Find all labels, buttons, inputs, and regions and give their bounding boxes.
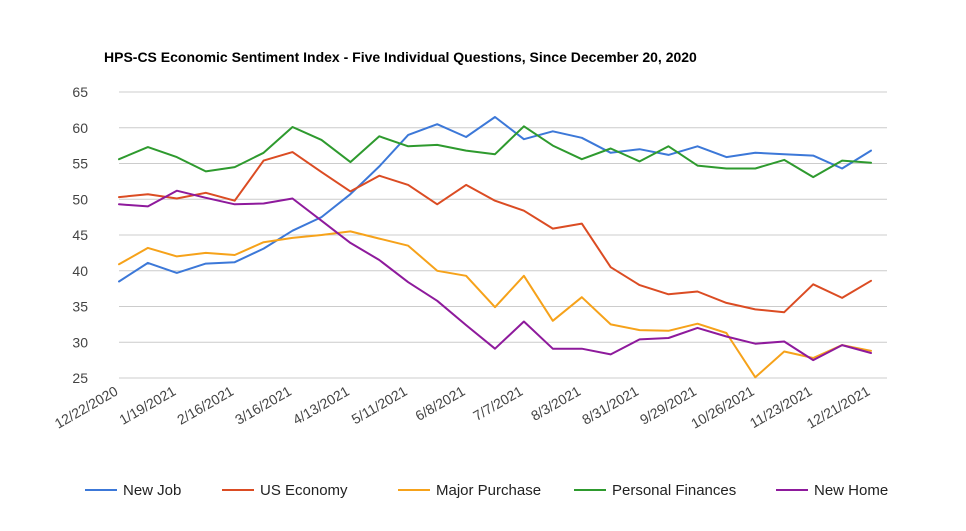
x-tick-label: 11/23/2021 [747, 383, 815, 431]
y-tick-label: 50 [72, 191, 88, 207]
series-lines [118, 116, 872, 379]
x-tick-label: 2/16/2021 [174, 383, 236, 428]
x-tick-label: 6/8/2021 [412, 383, 467, 424]
x-tick-label: 8/3/2021 [528, 383, 583, 424]
y-tick-label: 30 [72, 334, 88, 350]
y-tick-label: 40 [72, 263, 88, 279]
gridlines [119, 91, 887, 379]
legend-label: New Home [814, 482, 888, 499]
y-tick-label: 60 [72, 120, 88, 136]
legend-label: Major Purchase [436, 482, 541, 499]
y-tick-label: 35 [72, 299, 88, 315]
x-tick-label: 5/11/2021 [349, 383, 410, 428]
x-tick-label: 12/22/2020 [52, 383, 121, 432]
legend-item: New Home [776, 482, 888, 499]
series-line-us-economy [118, 151, 872, 314]
x-tick-label: 3/16/2021 [232, 383, 294, 428]
legend-label: US Economy [260, 482, 348, 499]
series-line-major-purchase [118, 230, 872, 379]
chart-title: HPS-CS Economic Sentiment Index - Five I… [104, 49, 697, 65]
x-tick-label: 8/31/2021 [579, 383, 641, 428]
legend: New Job US Economy Major Purchase Personal … [85, 482, 888, 499]
x-tick-label: 4/13/2021 [290, 383, 352, 428]
legend-item: US Economy [222, 482, 348, 499]
series-line-new-home [118, 189, 872, 362]
y-tick-label: 25 [72, 370, 88, 386]
x-tick-label: 12/21/2021 [804, 383, 873, 432]
x-tick-label: 7/7/2021 [470, 383, 525, 424]
y-tick-label: 65 [72, 84, 88, 100]
legend-item: Major Purchase [398, 482, 541, 499]
legend-label: Personal Finances [612, 482, 736, 499]
y-axis: 25 30 35 40 45 50 55 60 65 [72, 84, 88, 386]
series-line-new-job [118, 116, 872, 283]
legend-label: New Job [123, 482, 181, 499]
x-tick-label: 1/19/2021 [116, 383, 178, 428]
legend-item: Personal Finances [574, 482, 736, 499]
y-tick-label: 45 [72, 227, 88, 243]
series-line-personal-finances [118, 125, 872, 179]
y-tick-label: 55 [72, 156, 88, 172]
x-axis: 12/22/20201/19/20212/16/20213/16/20214/1… [52, 383, 873, 432]
x-tick-label: 10/26/2021 [688, 383, 757, 432]
legend-item: New Job [85, 482, 181, 499]
